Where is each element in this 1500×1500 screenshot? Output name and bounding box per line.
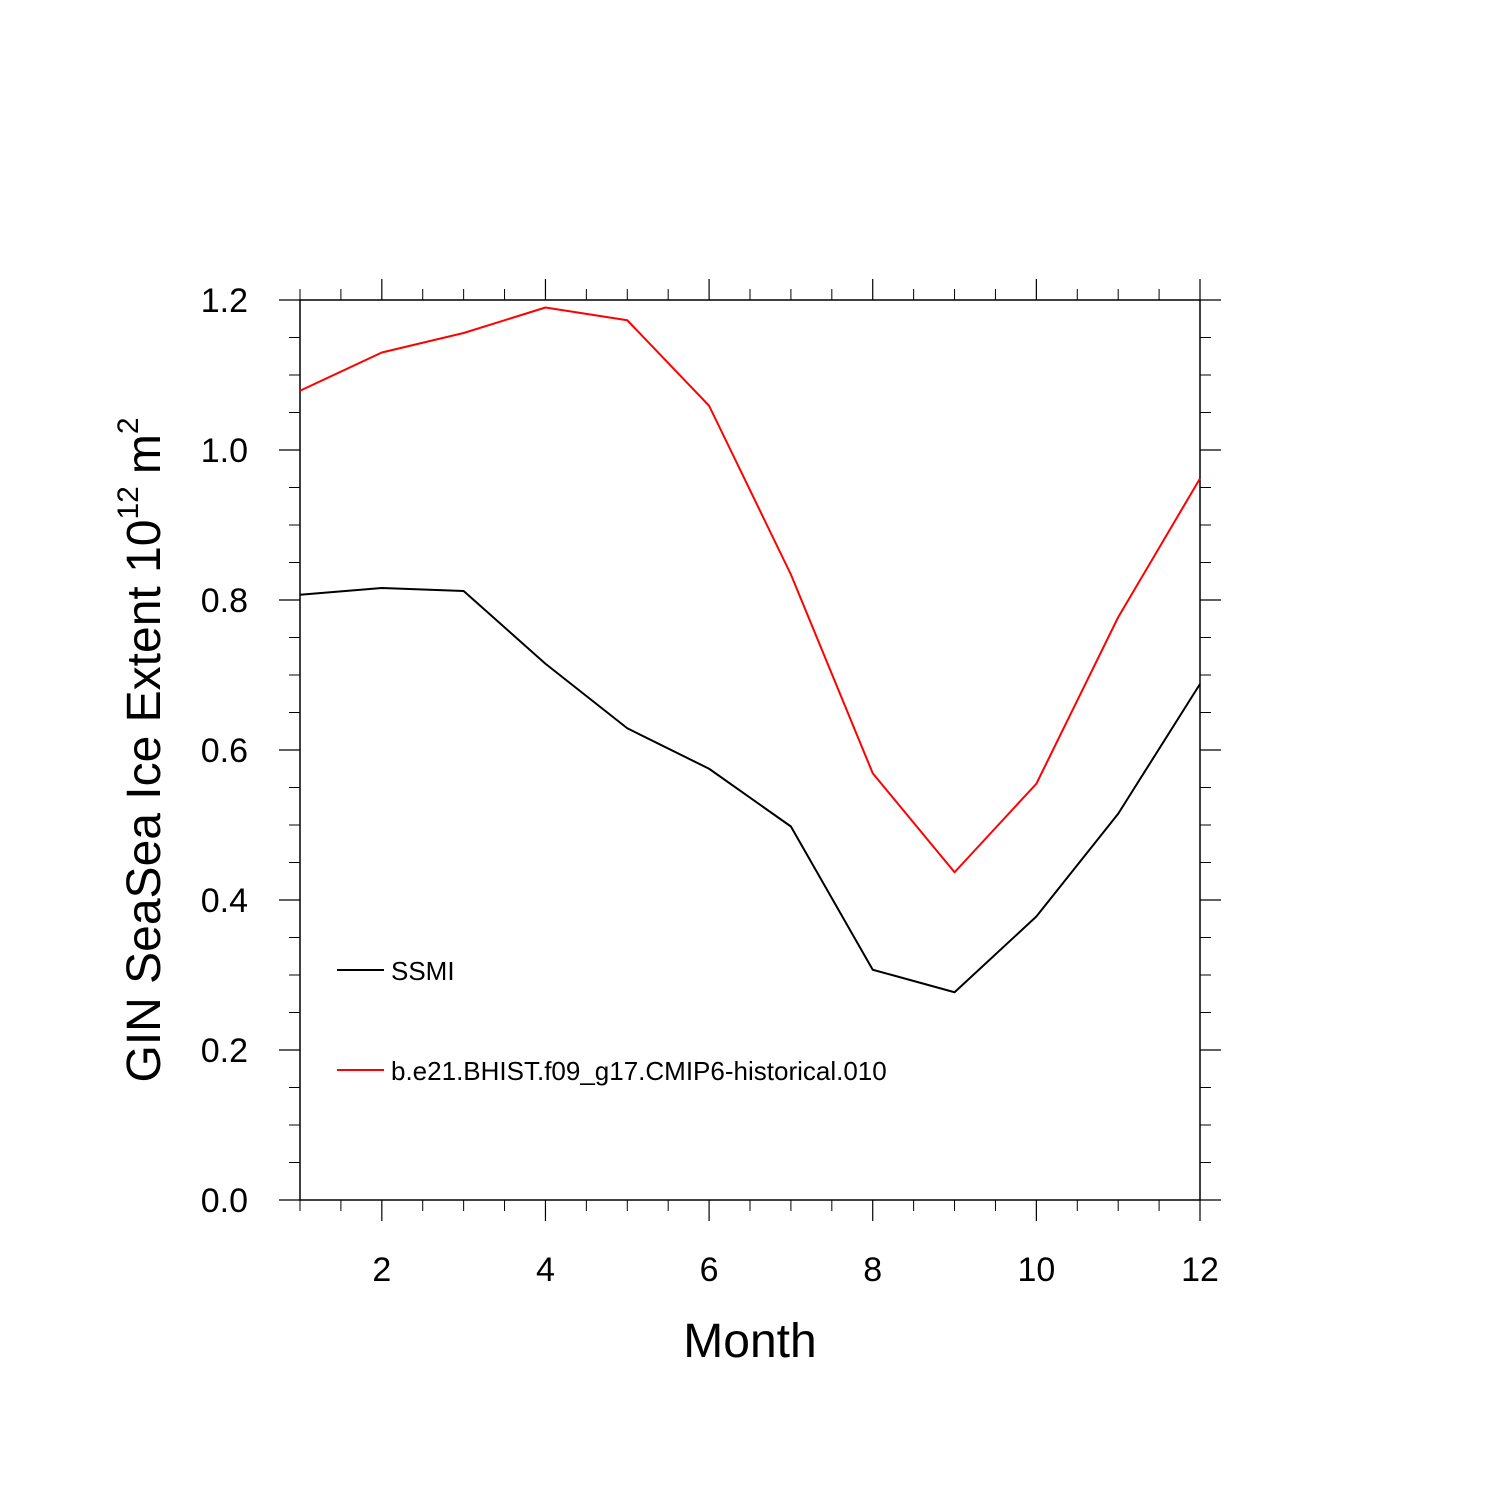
y-axis-label-exponent: 12 [112,486,145,519]
series-line-ssmi [299,587,1201,994]
y-axis-label: GIN SeaSea Ice Extent 1012 m2 [112,417,171,1082]
x-axis-label: Month [683,1315,816,1368]
axis-ticks [279,279,1221,1221]
x-tick-label: 2 [372,1251,391,1289]
y-tick-label: 0.2 [201,1032,248,1070]
axis-tick-labels: 2 4 6 8 10 12 0.0 0.2 0.4 0.6 0.8 1.0 1.2 [201,282,1219,1289]
y-tick-label: 0.8 [201,582,248,620]
y-tick-label: 1.0 [201,432,248,470]
y-axis-label-unit: m [118,434,171,474]
data-series [299,306,1201,994]
x-tick-label: 8 [863,1251,882,1289]
x-tick-label: 12 [1181,1251,1219,1289]
y-tick-label: 0.6 [201,732,248,770]
legend: SSMI b.e21.BHIST.f09_g17.CMIP6-historica… [337,956,887,1086]
x-tick-label: 10 [1017,1251,1055,1289]
y-tick-label: 0.0 [201,1182,248,1220]
y-tick-label: 0.4 [201,882,248,920]
y-tick-label: 1.2 [201,282,248,320]
x-tick-label: 6 [700,1251,719,1289]
x-tick-label: 4 [536,1251,555,1289]
y-axis-label-main: GIN SeaSea Ice Extent 10 [118,520,171,1083]
y-axis-label-unit-exponent: 2 [112,417,145,434]
legend-label-model: b.e21.BHIST.f09_g17.CMIP6-historical.010 [391,1056,887,1086]
series-line-model [299,306,1201,874]
legend-label-ssmi: SSMI [391,956,455,986]
